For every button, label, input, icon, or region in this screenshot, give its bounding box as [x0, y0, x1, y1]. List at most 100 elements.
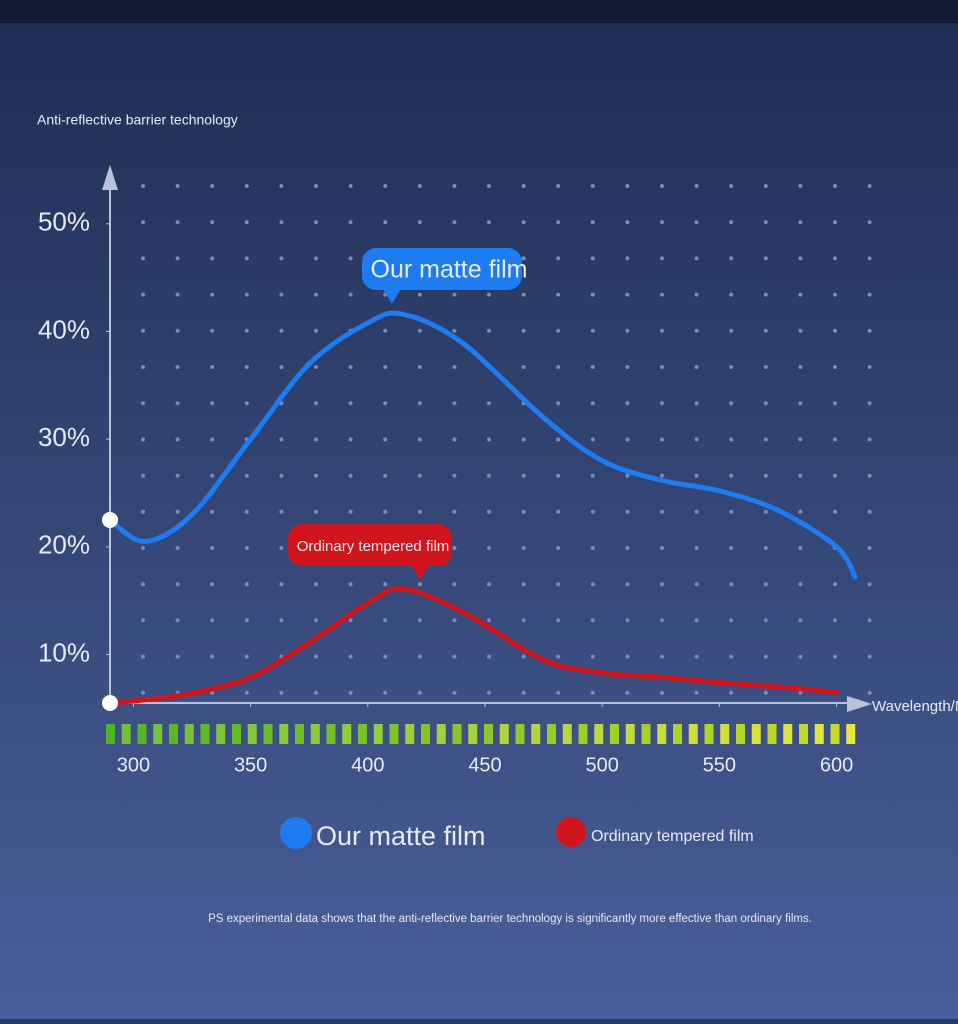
grid-dot	[798, 328, 803, 333]
grid-dot	[867, 292, 872, 297]
x-axis-label: Wavelength/N	[872, 698, 958, 715]
grid-dot	[521, 220, 526, 225]
grid-dot	[383, 654, 388, 659]
grid-dot	[867, 184, 872, 188]
strip-segment	[216, 724, 226, 744]
grid-dot	[660, 220, 664, 225]
grid-dot	[487, 654, 491, 659]
grid-dot	[694, 509, 699, 514]
grid-dot	[763, 401, 768, 406]
grid-dot	[833, 582, 837, 587]
grid-dot	[244, 473, 249, 478]
chart-title: Anti-reflective barrier technology	[37, 112, 238, 128]
grid-dot	[348, 292, 353, 297]
grid-dot	[521, 690, 526, 695]
grid-dot	[210, 582, 215, 587]
grid-dot	[556, 256, 561, 261]
grid-dot	[625, 365, 630, 369]
grid-dot	[590, 365, 595, 369]
grid-dot	[798, 690, 803, 695]
grid-dot	[314, 509, 318, 514]
grid-dot	[798, 618, 803, 623]
grid-dot	[244, 292, 249, 297]
grid-dot	[141, 437, 145, 442]
footnote: PS experimental data shows that the anti…	[208, 913, 812, 925]
grid-dot	[590, 473, 595, 478]
grid-dot	[521, 184, 526, 188]
legend-swatch	[280, 817, 312, 849]
grid-dot	[452, 546, 457, 550]
grid-dot	[348, 473, 353, 478]
grid-dot	[487, 582, 491, 587]
strip-segment	[736, 724, 745, 744]
grid-dot	[694, 401, 699, 406]
grid-dot	[694, 437, 699, 442]
grid-dot	[590, 437, 595, 442]
grid-dot	[590, 509, 595, 514]
grid-dot	[660, 473, 664, 478]
strip-segment	[767, 724, 777, 744]
grid-dot	[175, 618, 180, 623]
grid-dot	[867, 618, 872, 623]
grid-dot	[521, 509, 526, 514]
grid-dot	[452, 509, 457, 514]
strip-segment	[421, 724, 430, 744]
grid-dot	[625, 654, 630, 659]
grid-dot	[175, 473, 180, 478]
callout-label: Ordinary tempered film	[297, 538, 450, 555]
grid-dot	[833, 618, 837, 623]
callout-tip	[411, 565, 429, 580]
grid-dot	[244, 654, 249, 659]
grid-dot	[487, 509, 491, 514]
grid-dot	[210, 618, 215, 623]
grid-dot	[452, 618, 457, 623]
grid-dot	[175, 292, 180, 297]
callout-box	[362, 248, 522, 290]
callout-box	[288, 524, 452, 566]
grid-dot	[833, 328, 837, 333]
grid-dot	[833, 365, 837, 369]
grid-dot	[417, 690, 422, 695]
grid-dot	[763, 220, 768, 225]
grid-dot	[244, 256, 249, 261]
grid-dot	[763, 618, 768, 623]
grid-dot	[279, 546, 284, 550]
grid-dot	[833, 509, 837, 514]
grid-dot	[314, 437, 318, 442]
grid-dot	[244, 690, 249, 695]
grid-dot	[210, 437, 215, 442]
grid-dot	[244, 618, 249, 623]
grid-dot	[383, 365, 388, 369]
y-tick-label: 20%	[38, 530, 90, 560]
x-axis-arrow	[847, 696, 872, 712]
grid-dot	[660, 654, 664, 659]
grid-dot	[244, 509, 249, 514]
strip-segment	[799, 724, 808, 744]
grid-dot	[141, 509, 145, 514]
legend-swatch	[556, 817, 586, 847]
grid-dot	[279, 256, 284, 261]
strip-segment	[641, 724, 651, 744]
grid-dot	[660, 582, 664, 587]
strip-segment	[468, 724, 478, 744]
grid-dot	[521, 437, 526, 442]
grid-dot	[487, 546, 491, 550]
grid-dot	[556, 473, 561, 478]
grid-dot	[798, 292, 803, 297]
grid-dot	[348, 582, 353, 587]
grid-dot	[210, 220, 215, 225]
grid-dot	[867, 437, 872, 442]
grid-dot	[279, 365, 284, 369]
grid-dot	[141, 618, 145, 623]
grid-dot	[314, 401, 318, 406]
grid-dot	[210, 473, 215, 478]
grid-dot	[487, 437, 491, 442]
grid-dot	[763, 509, 768, 514]
grid-dot	[660, 184, 664, 188]
grid-dot	[556, 437, 561, 442]
grid-dot	[833, 473, 837, 478]
strip-segment	[562, 724, 572, 744]
callout-label: Our matte film	[371, 256, 528, 284]
grid-dot	[348, 256, 353, 261]
grid-dot	[348, 618, 353, 623]
